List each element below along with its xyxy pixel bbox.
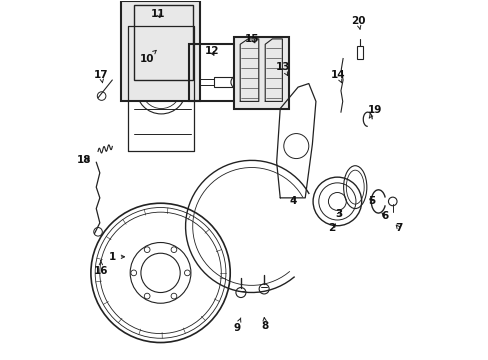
Bar xyxy=(134,5,192,80)
Text: 16: 16 xyxy=(94,261,108,276)
Text: 5: 5 xyxy=(367,197,374,206)
Bar xyxy=(233,37,288,109)
Text: 19: 19 xyxy=(367,105,381,118)
Text: 8: 8 xyxy=(261,318,268,332)
Text: 17: 17 xyxy=(93,69,108,83)
Text: 15: 15 xyxy=(244,34,259,44)
Text: 10: 10 xyxy=(140,50,156,64)
Bar xyxy=(189,63,198,89)
Text: 18: 18 xyxy=(77,156,92,165)
Bar xyxy=(214,77,237,87)
Text: 11: 11 xyxy=(150,9,165,19)
Text: 7: 7 xyxy=(394,223,402,233)
Bar xyxy=(121,1,200,102)
Text: 12: 12 xyxy=(204,46,219,57)
Text: 3: 3 xyxy=(335,209,342,219)
Text: 14: 14 xyxy=(330,69,345,83)
Text: 4: 4 xyxy=(288,197,296,206)
Bar xyxy=(200,79,214,85)
Text: 6: 6 xyxy=(380,211,387,221)
Bar xyxy=(356,46,363,59)
Text: 2: 2 xyxy=(328,223,335,233)
Text: 9: 9 xyxy=(233,318,241,333)
Bar xyxy=(189,44,249,102)
Text: 20: 20 xyxy=(350,16,365,29)
Text: 13: 13 xyxy=(275,63,290,76)
Text: 1: 1 xyxy=(108,252,124,262)
